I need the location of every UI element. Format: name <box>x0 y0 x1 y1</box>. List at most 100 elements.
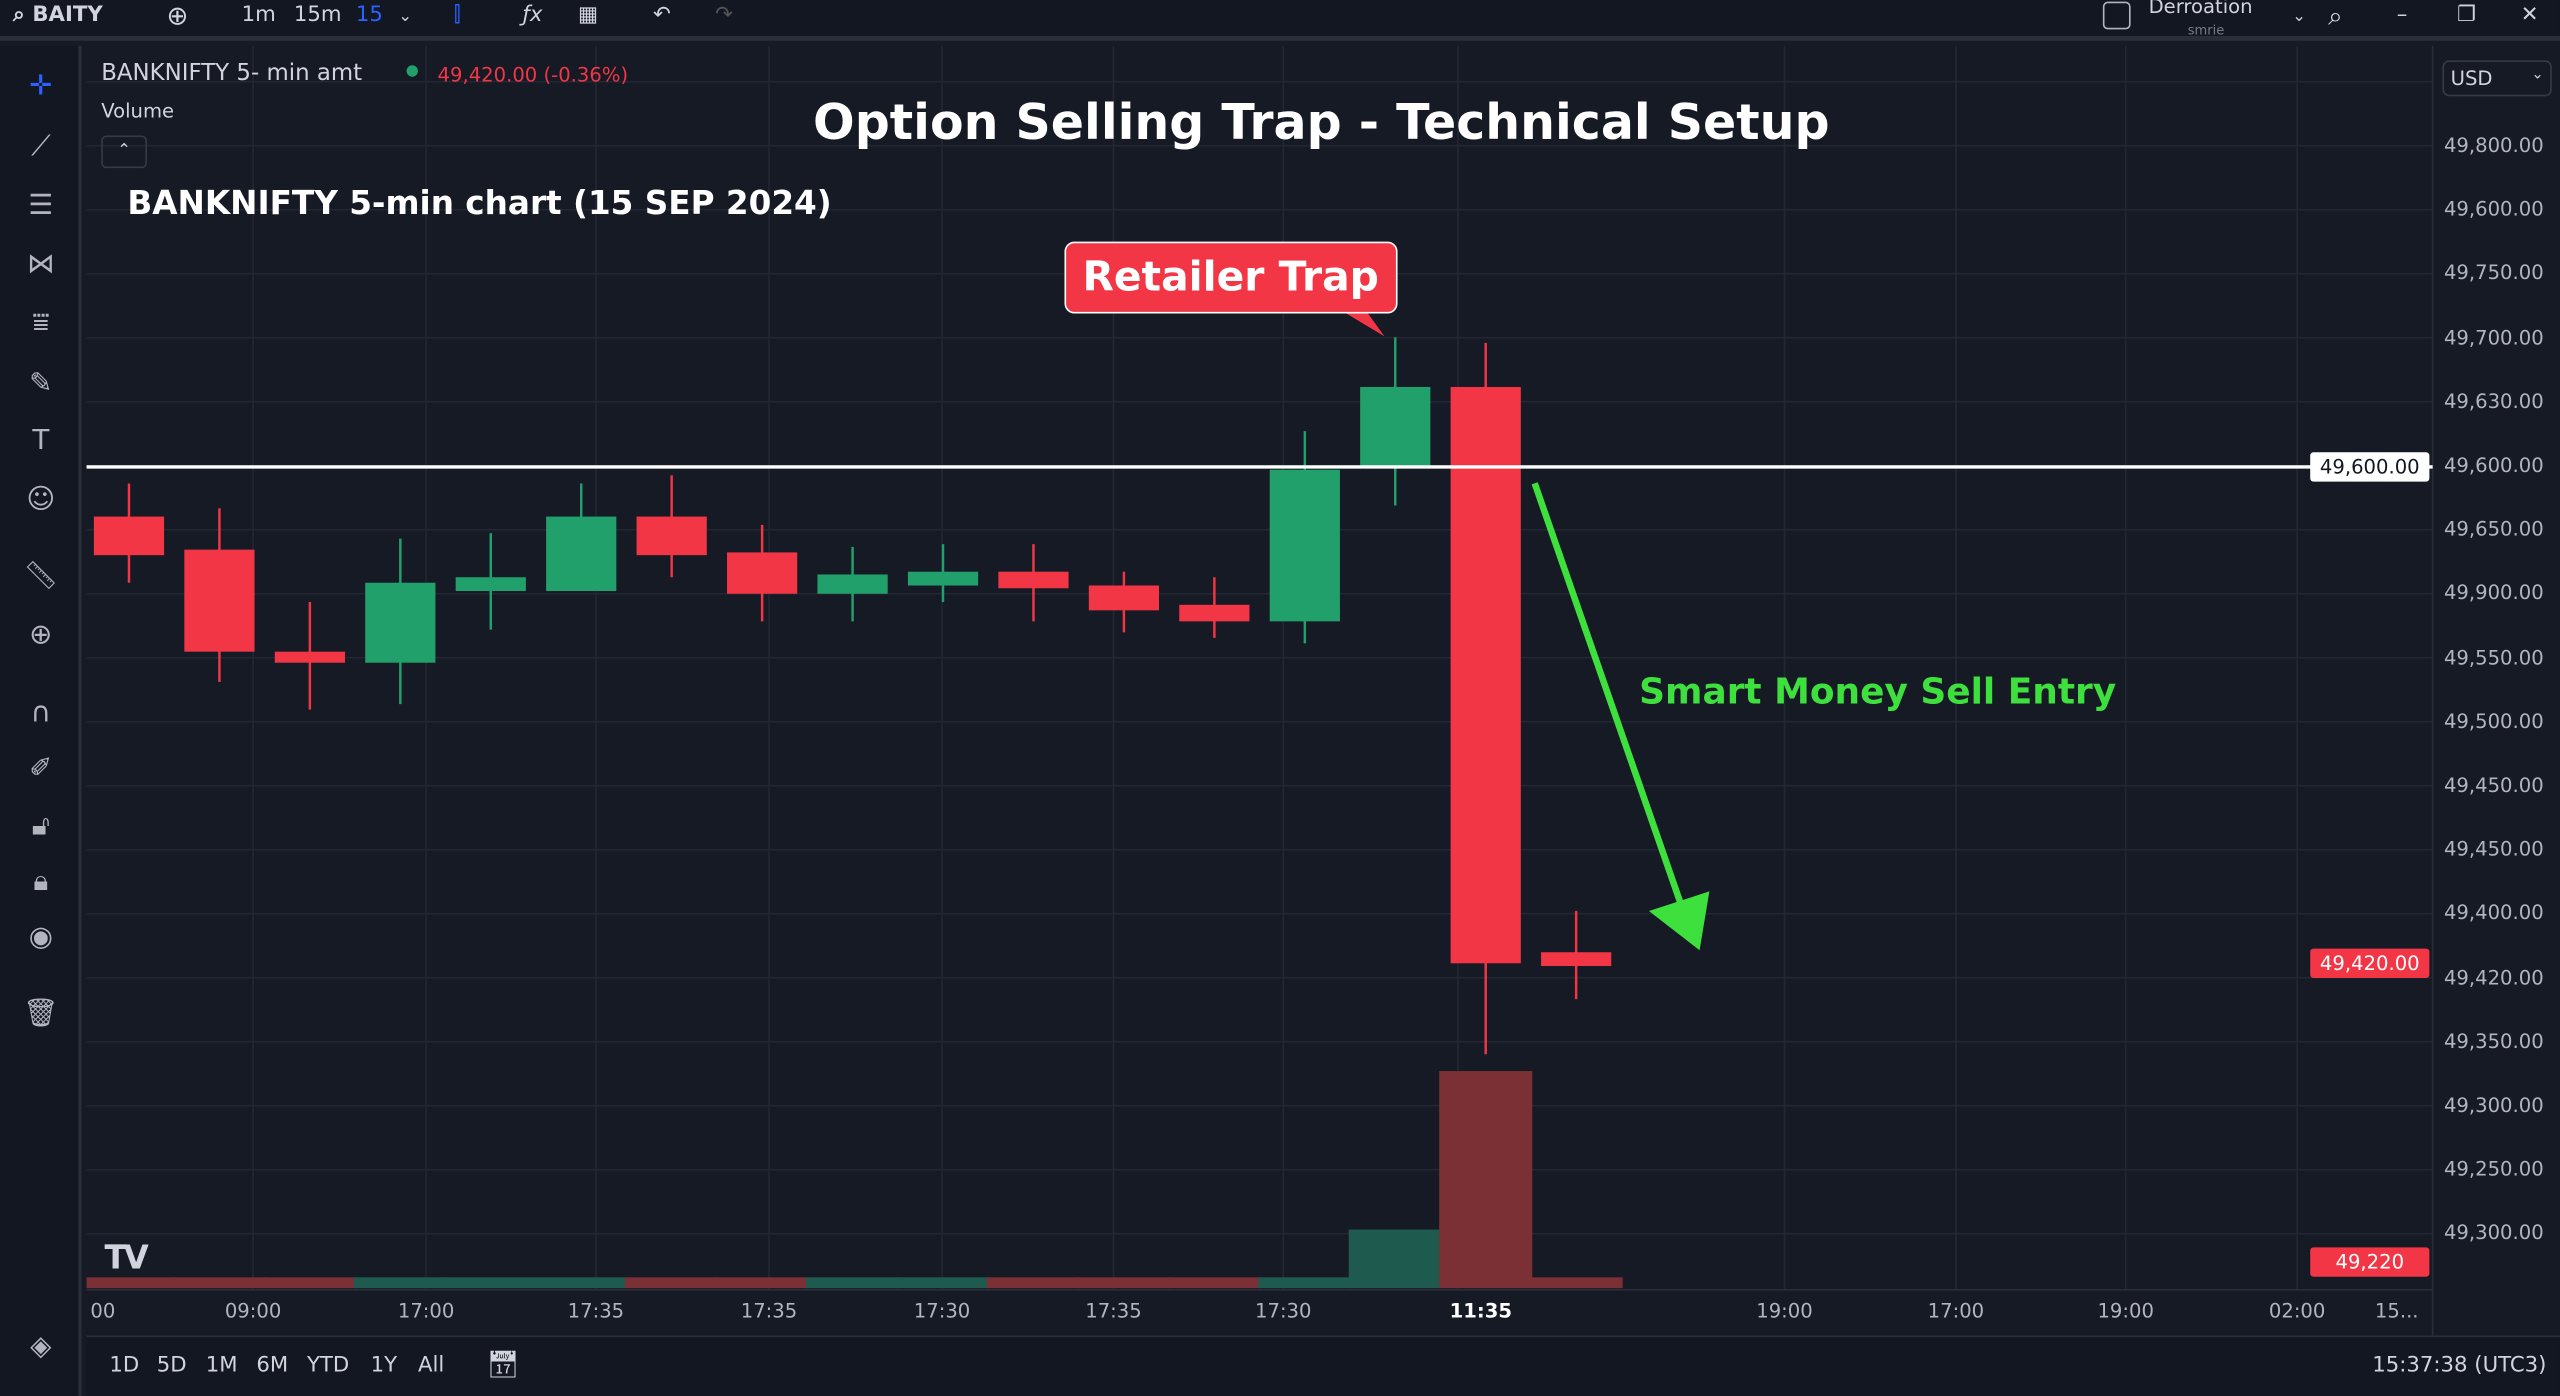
legend-volume: Volume <box>101 99 175 123</box>
sell-arrow-head <box>1648 891 1710 951</box>
ruler-icon[interactable]: 📏︎ <box>23 559 59 593</box>
currency-select[interactable]: USD ⌄ <box>2442 60 2552 97</box>
volume-bar <box>806 1277 900 1289</box>
chart-subtitle: BANKNIFTY 5-min chart (15 SEP 2024) <box>127 182 832 223</box>
time-tick-label: 17:00 <box>397 1299 455 1323</box>
clock[interactable]: 15:37:38 (UTC3) <box>2372 1353 2547 1378</box>
chevron-down-icon: ⌄ <box>2531 66 2544 84</box>
volume-price-tag: 49,220 <box>2310 1247 2430 1277</box>
volume-bar <box>715 1277 809 1289</box>
volume-bar <box>1439 1071 1533 1289</box>
legend-symbol: BANKNIFTY 5- min amt <box>101 60 363 87</box>
interval-15m[interactable]: 15m <box>293 3 342 28</box>
account-name[interactable]: Derroation <box>2148 0 2253 18</box>
range-1d[interactable]: 1D <box>109 1353 140 1378</box>
price-tick-label: 49,300.00 <box>2443 1221 2544 1245</box>
candle-body <box>455 577 526 592</box>
lock-icon[interactable]: 🔓︎ <box>31 809 50 843</box>
interval-1m[interactable]: 1m <box>241 3 276 28</box>
candle-body <box>365 582 436 663</box>
crosshair-icon[interactable]: ✛ <box>29 70 53 103</box>
price-tick-label: 49,500.00 <box>2443 709 2544 733</box>
time-tick-label: 00 <box>90 1299 116 1323</box>
candle-body <box>636 516 707 556</box>
magnet-icon[interactable]: ∩ <box>30 697 51 730</box>
volume-bar <box>263 1277 357 1289</box>
checkbox-icon[interactable] <box>2102 1 2131 30</box>
volume-bar <box>1077 1277 1171 1289</box>
volume-bar <box>1529 1277 1623 1289</box>
time-tick-label: 17:30 <box>913 1299 971 1323</box>
range-1m[interactable]: 1M <box>205 1353 238 1378</box>
fib-icon[interactable]: ⩸ <box>32 306 50 340</box>
candles-icon[interactable]: ⫿ <box>453 3 461 28</box>
time-tick-label: 17:35 <box>567 1299 625 1323</box>
sell-entry-label: Smart Money Sell Entry <box>1639 672 2117 714</box>
range-ytd[interactable]: YTD <box>306 1353 350 1378</box>
symbol-search[interactable]: ⌕ BAITY <box>13 3 103 28</box>
layers-icon[interactable]: ◈ <box>30 1330 52 1364</box>
eye-icon[interactable]: ◉ <box>28 920 53 954</box>
chart-area[interactable]: BANKNIFTY 5- min amt 49,420.00 (-0.36%) … <box>86 45 2560 1396</box>
chevron-down-icon[interactable]: ⌄ <box>398 8 413 27</box>
minimize-icon[interactable]: – <box>2396 3 2408 28</box>
last-price-tag: 49,420.00 <box>2310 948 2430 978</box>
candle-body <box>817 574 888 594</box>
legend-price: 49,420.00 (-0.36%) <box>437 63 629 87</box>
close-icon[interactable]: ✕ <box>2520 3 2539 28</box>
range-5d[interactable]: 5D <box>156 1353 187 1378</box>
price-tick-label: 49,750.00 <box>2443 261 2544 285</box>
range-1y[interactable]: 1Y <box>370 1353 398 1378</box>
volume-bar <box>534 1277 628 1289</box>
price-tick-label: 49,600.00 <box>2443 453 2544 477</box>
volume-bar <box>1167 1277 1261 1289</box>
volume-bar <box>625 1277 719 1289</box>
price-tick-label: 49,300.00 <box>2443 1093 2544 1117</box>
pattern-icon[interactable]: ⋈ <box>26 248 55 281</box>
interval-15[interactable]: 15 <box>355 3 383 28</box>
function-icon[interactable]: ƒx <box>522 3 543 28</box>
range-6m[interactable]: 6M <box>256 1353 289 1378</box>
volume-bar <box>444 1277 538 1289</box>
restore-icon[interactable]: ❐ <box>2457 3 2477 28</box>
search-icon[interactable]: ⌕ <box>2328 0 2343 32</box>
undo-icon[interactable]: ↶ <box>653 3 671 28</box>
sell-arrow-shaft <box>1531 482 1687 913</box>
lock-drawing-icon[interactable]: ✐ <box>29 752 53 786</box>
currency-value: USD <box>2450 66 2493 90</box>
zoom-in-icon[interactable]: ⊕ <box>29 618 53 652</box>
add-icon[interactable]: ⊕ <box>166 0 189 32</box>
lock-all-icon[interactable]: 🔒︎ <box>33 865 49 898</box>
price-chart[interactable] <box>86 45 2560 1336</box>
horizontal-lines-icon[interactable]: ☰ <box>28 189 54 223</box>
chart-title: Option Selling Trap - Technical Setup <box>813 94 1830 152</box>
time-tick-label: 19:00 <box>1756 1299 1813 1323</box>
price-tick-label: 49,600.00 <box>2443 197 2544 221</box>
candle-body <box>727 552 798 594</box>
range-all[interactable]: All <box>417 1353 445 1378</box>
collapse-legend-button[interactable]: ⌃ <box>101 135 147 169</box>
layout-grid-icon[interactable]: ▦ <box>577 3 599 28</box>
time-tick-label: 17:35 <box>1085 1299 1142 1323</box>
brush-icon[interactable]: ✎ <box>29 367 53 400</box>
trash-icon[interactable]: 🗑︎ <box>23 997 59 1031</box>
time-tick-label: 09:00 <box>224 1299 282 1323</box>
text-icon[interactable]: T <box>32 424 50 458</box>
price-tick-label: 49,550.00 <box>2443 645 2544 669</box>
candle-body <box>1450 386 1521 964</box>
chevron-down-icon[interactable]: ⌄ <box>2292 8 2306 27</box>
price-tick-label: 49,450.00 <box>2443 837 2544 861</box>
volume-bar <box>86 1277 176 1289</box>
candle-body <box>1088 585 1160 611</box>
time-tick-label: 17:35 <box>740 1299 798 1323</box>
redo-icon[interactable]: ↷ <box>715 3 733 28</box>
time-tick-label: 02:00 <box>2268 1299 2326 1323</box>
callout-tail <box>1343 306 1385 337</box>
calendar-icon[interactable]: 📅︎ <box>486 1348 520 1380</box>
volume-bar <box>1258 1277 1352 1289</box>
status-dot <box>406 65 418 77</box>
trend-line-icon[interactable]: ⟋ <box>31 130 51 164</box>
price-tick-label: 49,400.00 <box>2443 901 2544 925</box>
emoji-icon[interactable]: ☺ <box>26 483 56 516</box>
drawing-toolbar: ✛ ⟋ ☰ ⋈ ⩸ ✎ T ☺ 📏︎ ⊕ ∩ ✐ 🔓︎ 🔒︎ ◉ 🗑︎ ◈ <box>0 45 82 1396</box>
